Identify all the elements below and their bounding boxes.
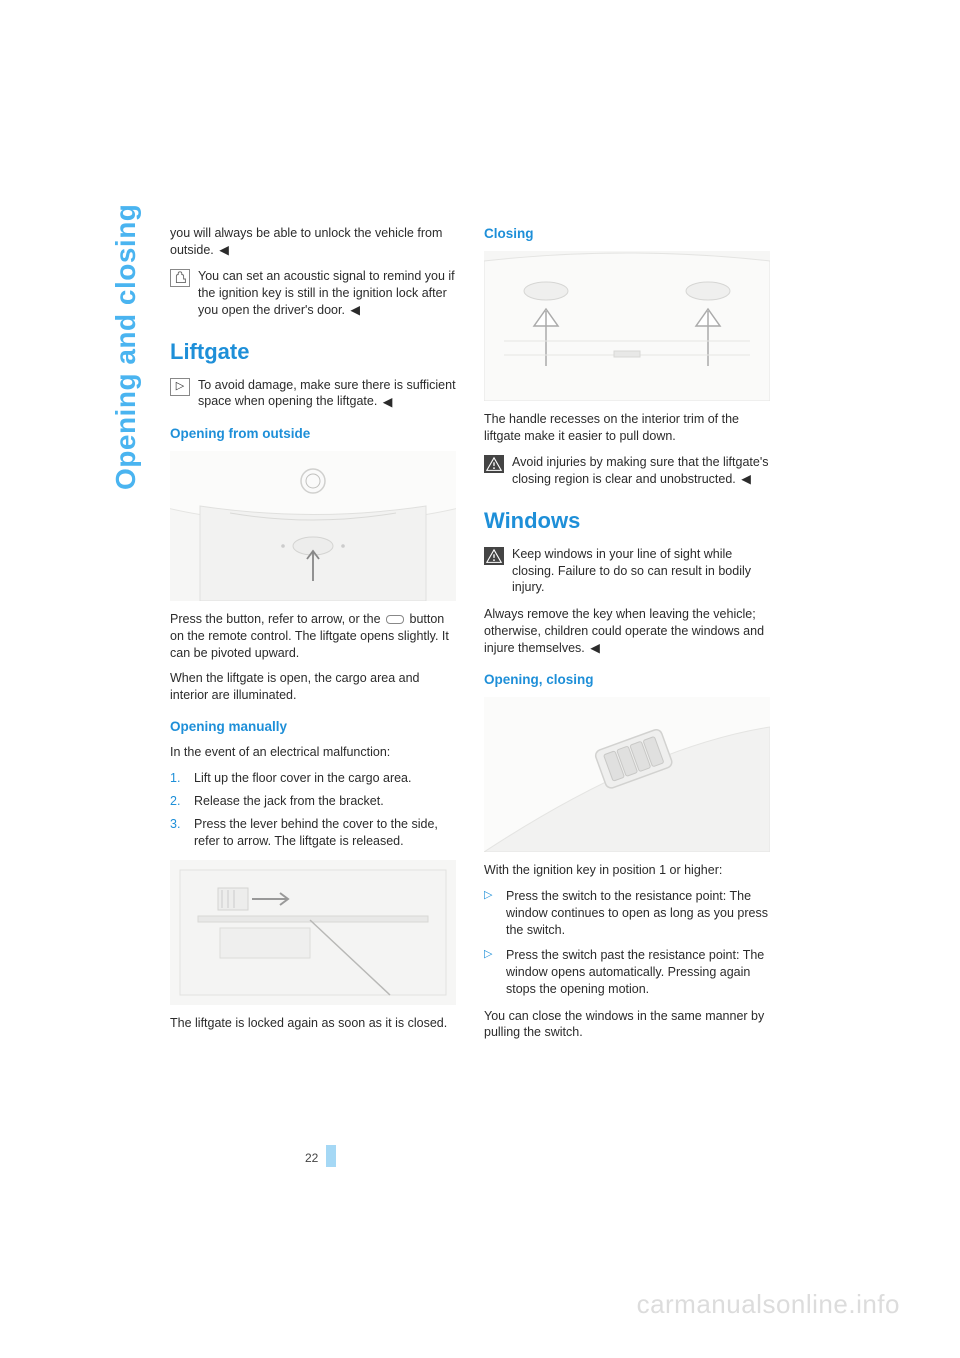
step-text: Release the jack from the bracket. [194, 793, 384, 810]
intro-text: you will always be able to unlock the ve… [170, 226, 442, 257]
page-number-bar [326, 1145, 336, 1167]
content-columns: you will always be able to unlock the ve… [170, 225, 770, 1050]
steps-list: 1. Lift up the floor cover in the cargo a… [170, 770, 456, 850]
illustration-liftgate-manual [170, 860, 456, 1005]
opening-manual-intro: In the event of an electrical malfunctio… [170, 744, 456, 761]
opening-outside-text-a: Press the button, refer to arrow, or the [170, 612, 381, 626]
liftgate-note-text: To avoid damage, make sure there is suff… [198, 378, 456, 409]
page-number: 22 [305, 1151, 318, 1165]
warning-block-windows: Keep windows in your line of sight while… [484, 546, 770, 597]
note-block-liftgate: ▷ To avoid damage, make sure there is su… [170, 377, 456, 411]
end-mark-icon: ◀ [590, 640, 600, 657]
side-chapter-title: Opening and closing [110, 204, 142, 490]
triangle-bullet-icon: ▷ [484, 888, 498, 939]
liftgate-heading: Liftgate [170, 337, 456, 367]
warning-icon [484, 455, 504, 473]
end-mark-icon: ◀ [383, 394, 393, 411]
warning-block-closing: Avoid injuries by making sure that the l… [484, 454, 770, 488]
note-text: You can set an acoustic signal to remind… [198, 268, 456, 319]
warning-icon [484, 547, 504, 565]
opening-outside-paragraph-2: When the liftgate is open, the cargo are… [170, 670, 456, 704]
step-item-3: 3.Press the lever behind the cover to th… [170, 816, 456, 850]
step-item-2: 2. Release the jack from the bracket. [170, 793, 456, 810]
bullet-item-2: ▷Press the switch past the resistance po… [484, 947, 770, 998]
step-number: 1. [170, 770, 186, 787]
windows-paragraph: Always remove the key when leaving the v… [484, 606, 770, 657]
warning-text: Avoid injuries by making sure that the l… [512, 454, 770, 488]
step-text: Lift up the floor cover in the cargo are… [194, 770, 412, 787]
windows-warning-text: Keep windows in your line of sight while… [512, 547, 751, 595]
windows-heading: Windows [484, 506, 770, 536]
closing-heading: Closing [484, 225, 770, 243]
end-mark-icon: ◀ [219, 242, 229, 259]
bullet-text: Press the switch to the resistance point… [506, 888, 770, 939]
windows-text: Always remove the key when leaving the v… [484, 607, 764, 655]
step-number: 2. [170, 793, 186, 810]
end-mark-icon: ◀ [741, 471, 751, 488]
note-acoustic-text: You can set an acoustic signal to remind… [198, 269, 455, 317]
liftgate-button-icon [386, 615, 404, 624]
bullet-list: ▷Press the switch to the resistance poin… [484, 888, 770, 997]
opening-manually-heading: Opening manually [170, 718, 456, 736]
illustration-window-switch [484, 697, 770, 852]
warning-text: Keep windows in your line of sight while… [512, 546, 770, 597]
bullet-text: Press the switch past the resistance poi… [506, 947, 770, 998]
oc-intro: With the ignition key in position 1 or h… [484, 862, 770, 879]
right-column: Closing The handle recesses on the inter… [484, 225, 770, 1050]
oc-close-paragraph: You can close the windows in the same ma… [484, 1008, 770, 1042]
step-item-1: 1. Lift up the floor cover in the cargo a… [170, 770, 456, 787]
watermark-text: carmanualsonline.info [637, 1289, 900, 1320]
opening-closing-heading: Opening, closing [484, 671, 770, 689]
note-text: To avoid damage, make sure there is suff… [198, 377, 456, 411]
page: Opening and closing you will always be a… [0, 0, 960, 1358]
step-text: Press the lever behind the cover to the … [194, 816, 456, 850]
triangle-bullet-icon: ▷ [484, 947, 498, 998]
triangle-play-icon: ▷ [170, 378, 190, 396]
end-mark-icon: ◀ [350, 302, 360, 319]
closing-paragraph: The handle recesses on the interior trim… [484, 411, 770, 445]
opening-outside-heading: Opening from outside [170, 425, 456, 443]
intro-paragraph: you will always be able to unlock the ve… [170, 225, 456, 259]
note-block-acoustic: You can set an acoustic signal to remind… [170, 268, 456, 319]
left-column: you will always be able to unlock the ve… [170, 225, 456, 1050]
hand-icon [170, 269, 190, 287]
opening-outside-paragraph: Press the button, refer to arrow, or the… [170, 611, 456, 662]
closing-locked-paragraph: The liftgate is locked again as soon as … [170, 1015, 456, 1032]
step-number: 3. [170, 816, 186, 850]
bullet-item-1: ▷Press the switch to the resistance poin… [484, 888, 770, 939]
illustration-liftgate-closing [484, 251, 770, 401]
illustration-liftgate-outside [170, 451, 456, 601]
closing-warning-text: Avoid injuries by making sure that the l… [512, 455, 768, 486]
